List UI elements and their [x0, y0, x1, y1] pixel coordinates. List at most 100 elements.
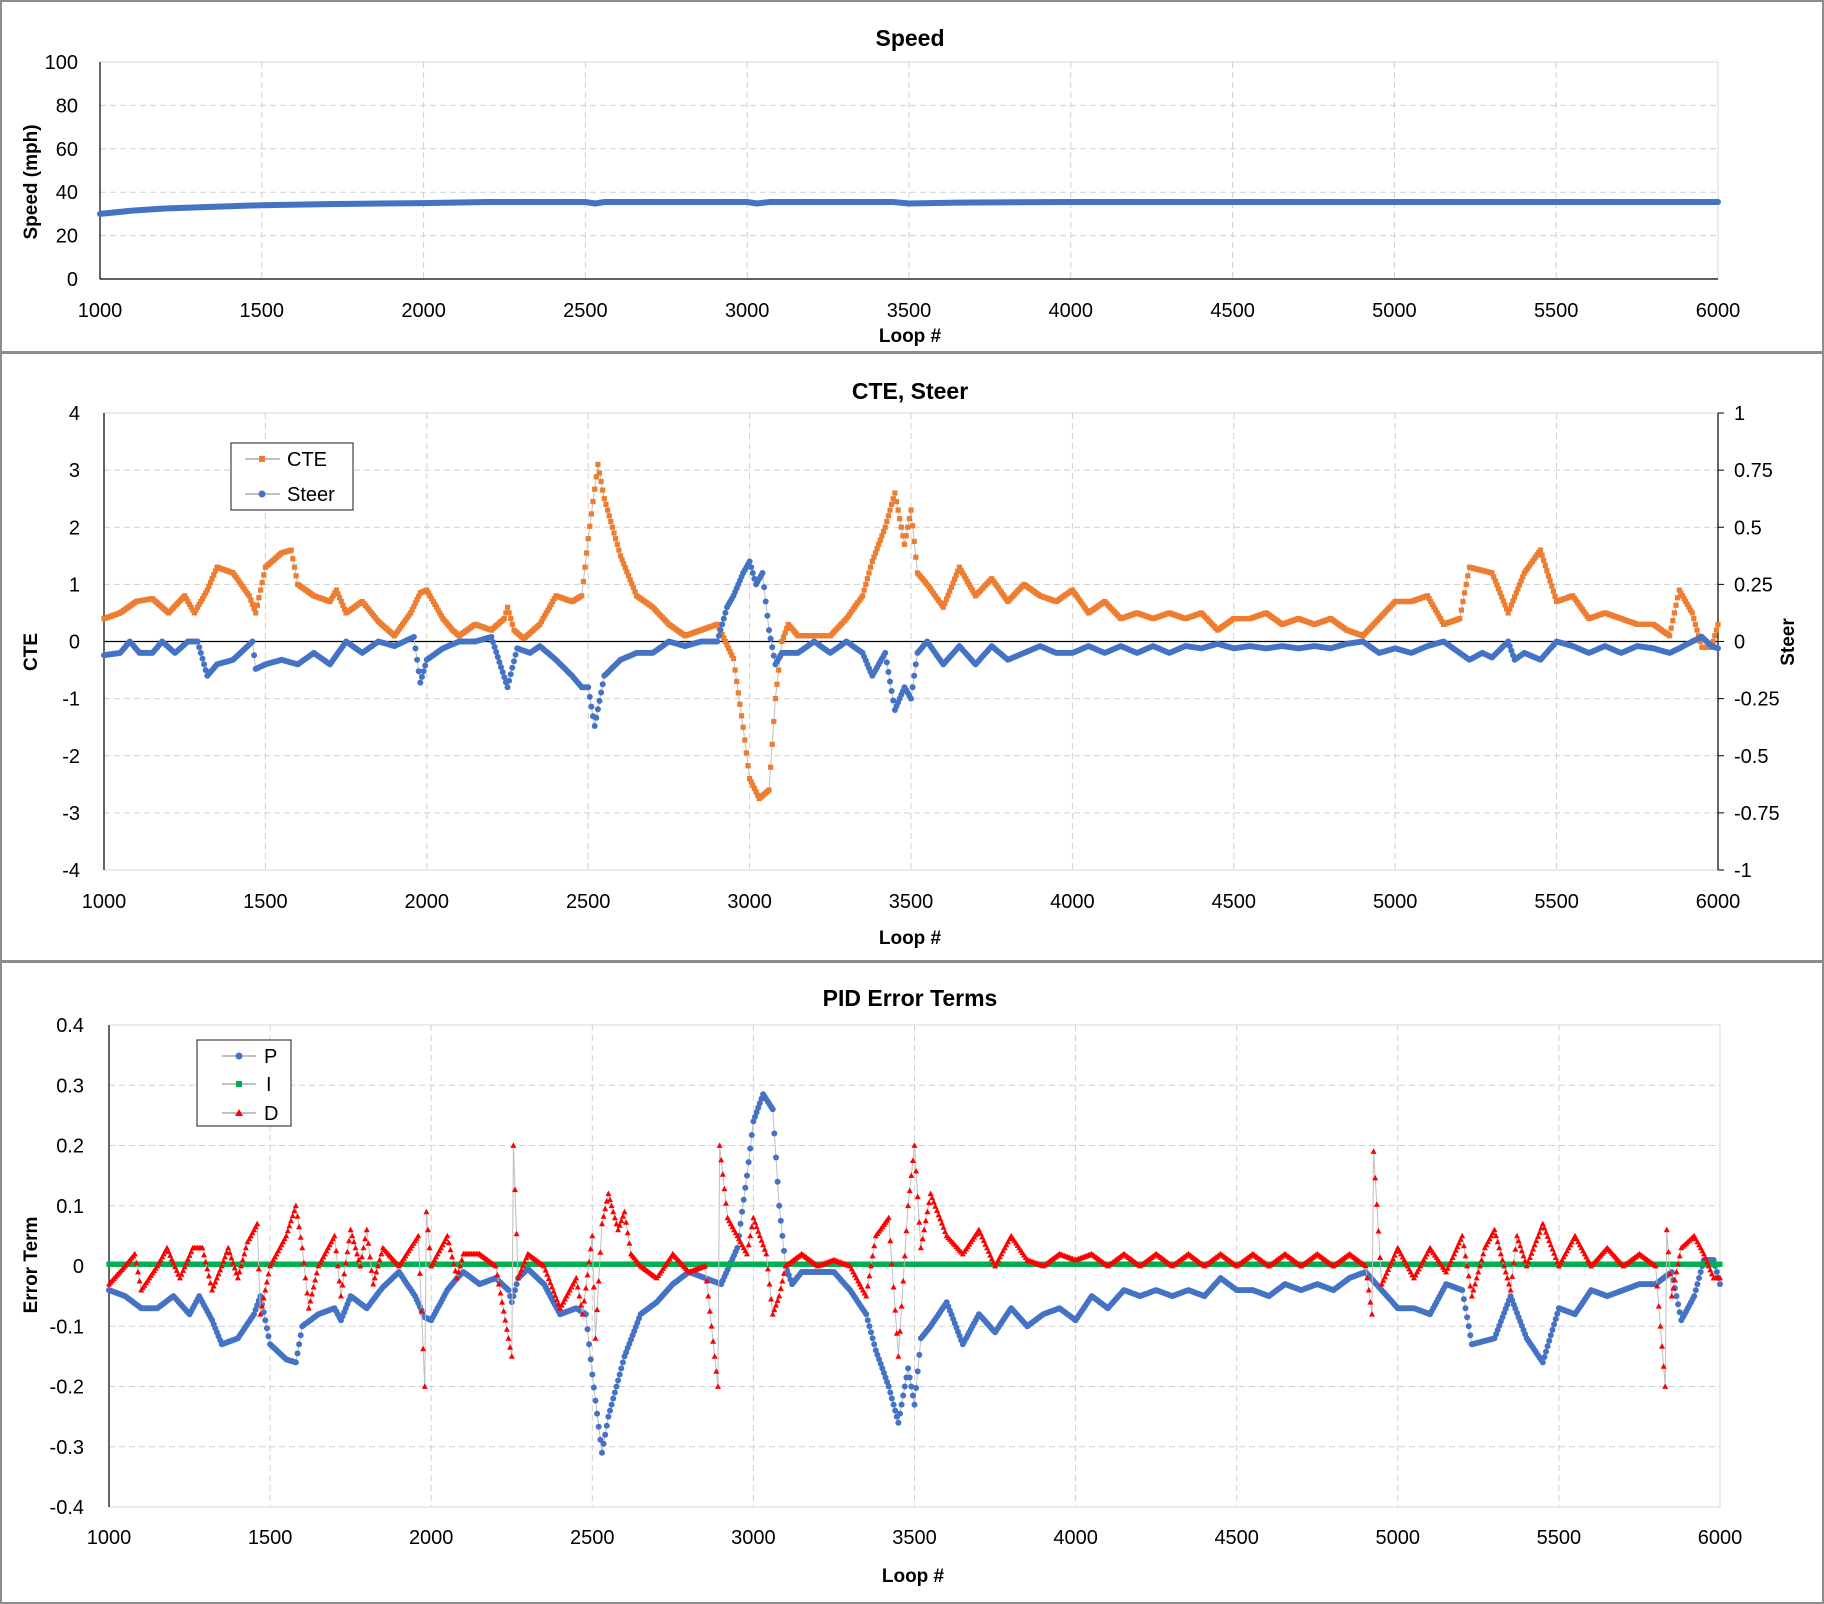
cte-point	[1510, 598, 1516, 604]
steer-point	[598, 689, 605, 696]
cte-point	[726, 645, 732, 651]
d-point	[605, 1190, 612, 1197]
d-point	[444, 1232, 451, 1239]
x-tick-label: 4000	[1049, 300, 1094, 322]
d-point	[579, 1311, 586, 1317]
d-point	[908, 1172, 915, 1178]
steer-point	[912, 661, 919, 668]
d-point	[313, 1269, 320, 1276]
steer-point	[509, 664, 516, 671]
p-point	[737, 1220, 744, 1227]
cte-point	[203, 590, 209, 596]
pid-chart-tick-labels: 1000 1500 2000 2500 3000 3500 4000 4500 5000 5500…	[50, 1015, 1743, 1549]
d-point	[769, 1311, 776, 1317]
d-point	[441, 1238, 448, 1245]
cte-point	[755, 792, 761, 798]
steer-point	[511, 658, 517, 665]
d-point	[262, 1286, 269, 1293]
d-point	[892, 1307, 899, 1313]
steer-point	[504, 684, 511, 691]
d-point	[436, 1247, 443, 1254]
p-point	[608, 1401, 615, 1408]
d-point	[420, 1345, 427, 1352]
d-point	[582, 1284, 589, 1291]
steer-point	[888, 688, 895, 694]
d-point	[326, 1241, 333, 1248]
d-point	[719, 1171, 726, 1177]
d-point	[199, 1244, 206, 1251]
cte-point	[866, 570, 872, 576]
d-point	[919, 1235, 926, 1242]
d-point	[1423, 1250, 1430, 1257]
cte-point	[550, 598, 556, 605]
cte-point	[885, 513, 891, 519]
cte-point	[948, 584, 954, 590]
p-point	[876, 1356, 883, 1363]
x-tick-label: 1500	[243, 891, 288, 913]
cte-point	[1676, 587, 1682, 593]
d-point	[425, 1226, 431, 1233]
cte-point	[727, 649, 733, 655]
steer-point	[493, 649, 500, 655]
d-series-markers	[106, 1142, 1723, 1389]
d-point	[294, 1213, 301, 1219]
d-point	[281, 1235, 288, 1242]
cte-point	[730, 656, 737, 662]
x-tick-label: 2500	[570, 1527, 615, 1549]
d-point	[898, 1303, 905, 1309]
y-tick-label: 0.1	[56, 1196, 84, 1218]
p-point	[1539, 1359, 1546, 1366]
cte-point	[747, 776, 753, 782]
d-point	[334, 1262, 341, 1269]
d-point	[756, 1232, 763, 1239]
cte-point	[947, 588, 953, 594]
cte-point	[895, 507, 901, 513]
cte-point	[429, 596, 435, 602]
cte-point	[1436, 613, 1442, 619]
steer-point	[769, 644, 776, 651]
p-point	[1546, 1337, 1553, 1344]
cte-point	[188, 604, 194, 610]
cte-point	[1713, 627, 1719, 633]
cte-point	[942, 600, 948, 606]
p-point	[1713, 1269, 1720, 1275]
p-point	[610, 1395, 617, 1402]
steer-point	[717, 627, 724, 634]
d-point	[930, 1198, 937, 1205]
x-tick-label: 3500	[892, 1527, 937, 1549]
p-point	[603, 1422, 610, 1429]
d-point	[284, 1227, 291, 1234]
cte-point	[898, 524, 904, 530]
d-point	[302, 1274, 309, 1281]
cte-point	[1681, 596, 1687, 602]
p-point	[1464, 1314, 1471, 1321]
p-point	[512, 1287, 518, 1294]
d-point	[545, 1275, 552, 1282]
cte-point	[1515, 586, 1521, 592]
cte-point	[1715, 621, 1721, 627]
d-point	[218, 1262, 225, 1269]
cte-point	[945, 592, 951, 598]
d-point	[249, 1229, 256, 1236]
p-point	[781, 1247, 787, 1254]
steer-point	[885, 669, 892, 675]
cte-point	[609, 524, 615, 530]
cte-point	[626, 573, 632, 579]
d-point	[518, 1266, 525, 1273]
cte-point	[603, 501, 609, 507]
d-point	[283, 1232, 290, 1239]
d-point	[354, 1250, 361, 1257]
d-point	[573, 1274, 580, 1281]
x-tick-label: 5000	[1373, 891, 1418, 913]
p-point	[913, 1385, 920, 1391]
p-point	[905, 1365, 912, 1372]
p-point	[1696, 1275, 1703, 1281]
steer-point	[498, 664, 504, 671]
d-point	[1386, 1262, 1393, 1269]
d-point	[331, 1232, 338, 1239]
d-point	[618, 1217, 625, 1224]
p-point	[265, 1333, 272, 1340]
cte-point	[1426, 596, 1432, 602]
cte-point	[877, 537, 883, 543]
d-point	[602, 1205, 609, 1212]
